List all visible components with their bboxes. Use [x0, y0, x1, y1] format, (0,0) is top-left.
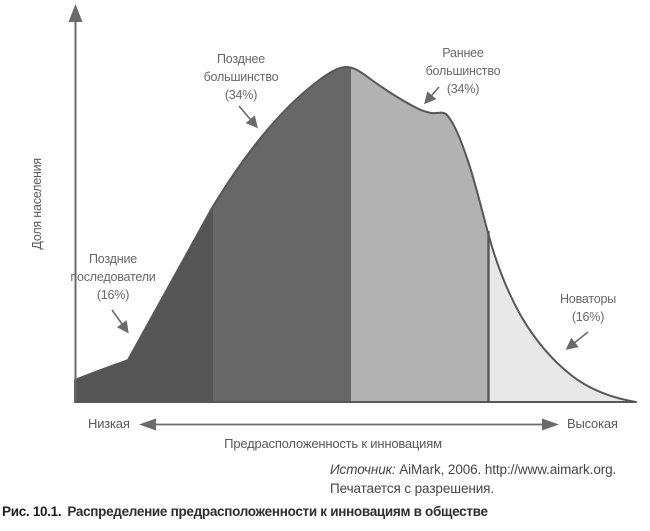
distribution-curve-chart [68, 4, 637, 431]
late-adopters-arrow [111, 309, 129, 334]
curve-segments [74, 66, 637, 403]
annotation-innovators: Новаторы (16%) [560, 290, 616, 326]
innovators-arrow [565, 331, 589, 350]
caption-text: Распределение предрасположенности к инно… [67, 504, 488, 519]
figure-caption: Рис. 10.1. Распределение предрасположенно… [2, 504, 488, 519]
annotation-line: (34%) [446, 82, 480, 97]
annotation-arrows [111, 86, 589, 350]
source-line-2: Печатается с разрешения. [330, 480, 495, 496]
segment-late-majority [213, 67, 351, 402]
annotation-line: Поздние [89, 252, 137, 266]
early-majority-arrow [424, 86, 440, 105]
curve-outline [74, 66, 637, 403]
segment-innovators [488, 232, 636, 402]
x-axis-right-arrowhead-icon [542, 418, 559, 431]
x-axis-arrow [139, 418, 559, 431]
annotation-line: (16%) [571, 310, 605, 325]
source-prefix: Источник: [330, 462, 396, 477]
annotation-line: Новаторы [559, 292, 617, 306]
source-text: AiMark, 2006. http://www.aimark.org. [395, 462, 617, 477]
x-axis-left-arrowhead-icon [139, 418, 156, 431]
x-axis-high-label: Высокая [567, 416, 618, 431]
annotation-line: большинство [425, 64, 501, 79]
annotation-line: большинство [203, 70, 279, 85]
source-line-1: Источник: AiMark, 2006. http://www.aimar… [330, 461, 616, 480]
annotation-line: последователи [70, 270, 156, 285]
x-axis-title: Предрасположенность к инновациям [224, 436, 442, 451]
y-axis-label: Доля населения [30, 158, 44, 250]
annotation-late-majority: Позднее большинство (34%) [204, 50, 279, 104]
x-axis-low-label: Низкая [88, 416, 130, 431]
annotation-line: (16%) [96, 288, 130, 303]
annotation-line: Позднее [217, 52, 265, 66]
segment-early-majority [351, 67, 488, 402]
annotation-line: (34%) [224, 88, 258, 103]
annotation-early-majority: Раннее большинство (34%) [426, 44, 501, 98]
y-axis [68, 4, 83, 402]
segment-late-adopters [75, 206, 213, 402]
caption-number: Рис. 10.1. [2, 504, 62, 519]
annotation-late-adopters: Поздние последователи (16%) [70, 250, 155, 304]
source-note: Источник: AiMark, 2006. http://www.aimar… [330, 461, 616, 498]
late-majority-arrow [238, 105, 258, 129]
annotation-line: Раннее [442, 46, 484, 60]
y-axis-arrowhead-icon [68, 4, 83, 22]
